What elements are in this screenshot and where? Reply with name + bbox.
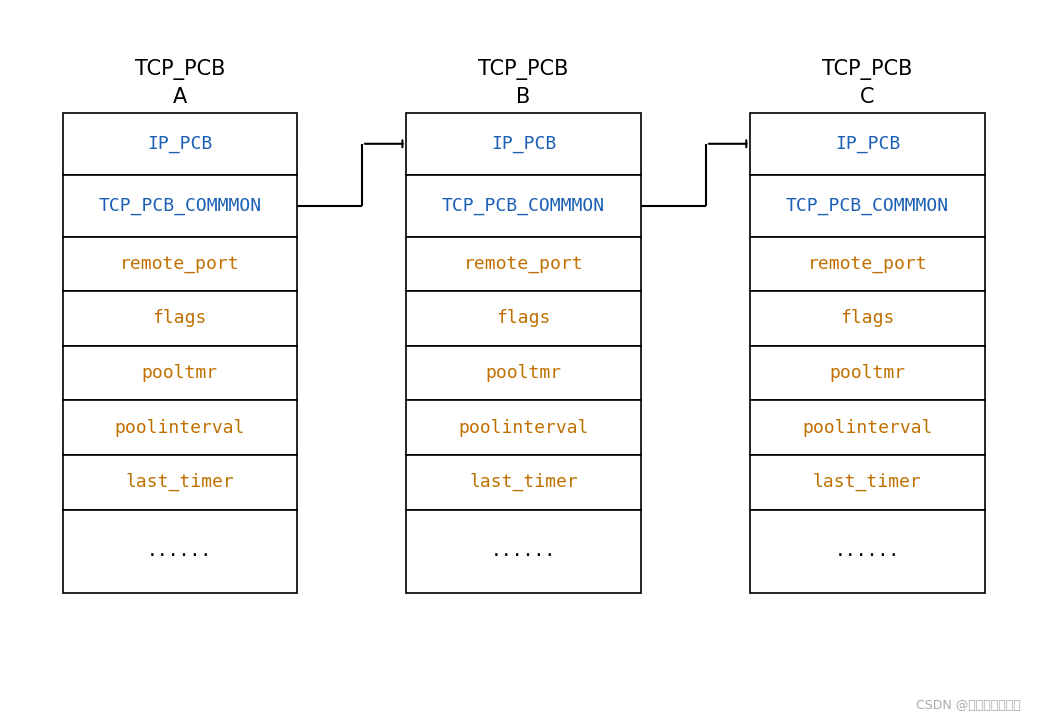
Text: TCP_PCB_COMMMON: TCP_PCB_COMMMON <box>98 197 262 215</box>
Text: TCP_PCB: TCP_PCB <box>134 59 225 79</box>
Bar <box>63 291 297 346</box>
Text: last_timer: last_timer <box>813 473 922 491</box>
Bar <box>750 510 985 593</box>
Bar <box>406 237 641 291</box>
Text: poolinterval: poolinterval <box>458 419 589 437</box>
Text: TCP_PCB_COMMMON: TCP_PCB_COMMMON <box>786 197 949 215</box>
Text: A: A <box>173 87 187 107</box>
Bar <box>63 346 297 400</box>
Text: IP_PCB: IP_PCB <box>835 135 900 153</box>
Bar <box>406 291 641 346</box>
Bar <box>750 175 985 237</box>
Text: remote_port: remote_port <box>464 255 584 273</box>
Bar <box>750 113 985 175</box>
Text: B: B <box>517 87 530 107</box>
Text: CSDN @努力自学的小夏: CSDN @努力自学的小夏 <box>916 699 1021 712</box>
Bar <box>63 455 297 510</box>
Text: pooltmr: pooltmr <box>486 364 562 382</box>
Text: last_timer: last_timer <box>125 473 234 491</box>
Bar <box>406 113 641 175</box>
Bar <box>406 455 641 510</box>
Text: C: C <box>861 87 874 107</box>
Bar <box>63 510 297 593</box>
Text: ......: ...... <box>835 542 900 561</box>
Bar <box>63 113 297 175</box>
Text: ......: ...... <box>147 542 213 561</box>
Bar <box>750 346 985 400</box>
Text: pooltmr: pooltmr <box>829 364 905 382</box>
Bar <box>63 175 297 237</box>
Text: flags: flags <box>152 309 207 328</box>
Text: TCP_PCB: TCP_PCB <box>822 59 913 79</box>
Bar <box>406 175 641 237</box>
Text: flags: flags <box>496 309 551 328</box>
Bar <box>750 291 985 346</box>
Bar <box>63 237 297 291</box>
Bar <box>63 400 297 455</box>
Bar <box>750 237 985 291</box>
Text: poolinterval: poolinterval <box>115 419 245 437</box>
Bar <box>406 346 641 400</box>
Text: pooltmr: pooltmr <box>142 364 218 382</box>
Text: flags: flags <box>840 309 895 328</box>
Bar <box>406 400 641 455</box>
Text: remote_port: remote_port <box>808 255 927 273</box>
Bar <box>750 455 985 510</box>
Text: ......: ...... <box>491 542 556 561</box>
Bar <box>750 400 985 455</box>
Text: IP_PCB: IP_PCB <box>147 135 213 153</box>
Text: TCP_PCB: TCP_PCB <box>478 59 569 79</box>
Bar <box>406 510 641 593</box>
Text: poolinterval: poolinterval <box>802 419 933 437</box>
Text: last_timer: last_timer <box>469 473 578 491</box>
Text: remote_port: remote_port <box>120 255 240 273</box>
Text: IP_PCB: IP_PCB <box>491 135 556 153</box>
Text: TCP_PCB_COMMMON: TCP_PCB_COMMMON <box>442 197 605 215</box>
